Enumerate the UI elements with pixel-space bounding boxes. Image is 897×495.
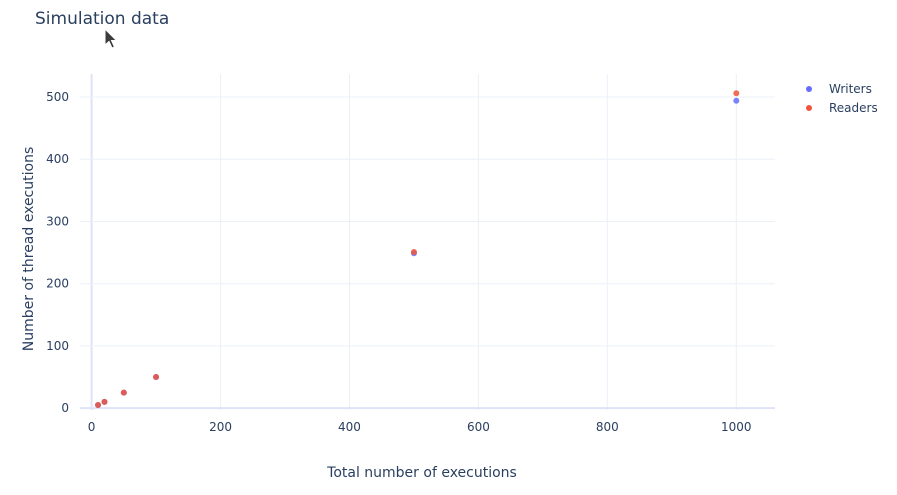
data-points[interactable]: [95, 90, 740, 409]
arrow-cursor-icon: [104, 28, 118, 49]
y-tick-label: 100: [46, 339, 69, 353]
data-point[interactable]: [733, 97, 740, 104]
y-axis-title: Number of thread executions: [21, 147, 37, 352]
x-tick-label: 400: [338, 420, 361, 434]
data-point[interactable]: [733, 90, 740, 97]
legend-marker: [806, 86, 812, 92]
data-point[interactable]: [153, 374, 160, 381]
data-point[interactable]: [95, 402, 102, 409]
y-tick-label: 200: [46, 277, 69, 291]
data-point[interactable]: [101, 398, 108, 405]
grid-lines: [80, 74, 775, 410]
y-tick-label: 500: [46, 90, 69, 104]
x-tick-label: 200: [209, 420, 232, 434]
series-writers: [95, 97, 740, 409]
legend-item-readers[interactable]: Readers: [806, 101, 878, 115]
x-tick-label: 0: [88, 420, 96, 434]
chart-title: Simulation data: [35, 9, 169, 29]
y-tick-label: 300: [46, 214, 69, 228]
data-point[interactable]: [120, 389, 127, 396]
legend-label: Readers: [829, 101, 878, 115]
y-tick-label: 400: [46, 152, 69, 166]
data-point[interactable]: [410, 248, 417, 255]
legend[interactable]: Writers Readers: [806, 82, 878, 115]
series-readers: [95, 90, 740, 409]
legend-marker: [806, 105, 812, 111]
x-tick-label: 1000: [721, 420, 752, 434]
x-tick-label: 800: [596, 420, 619, 434]
x-tick-labels: 0 200 400 600 800 1000: [88, 420, 752, 434]
x-tick-label: 600: [467, 420, 490, 434]
y-tick-labels: 0 100 200 300 400 500: [46, 90, 69, 415]
legend-item-writers[interactable]: Writers: [806, 82, 872, 96]
x-axis-title: Total number of executions: [326, 465, 517, 481]
y-tick-label: 0: [61, 401, 69, 415]
legend-label: Writers: [829, 82, 872, 96]
